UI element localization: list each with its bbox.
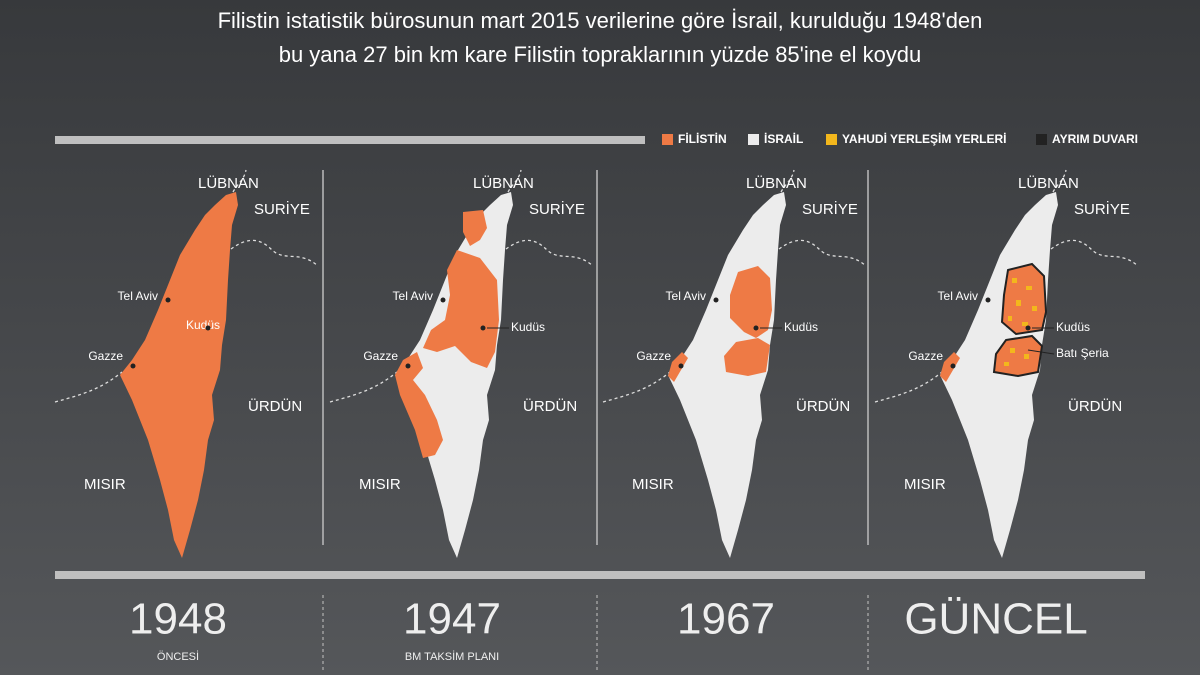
place-label: LÜBNAN: [473, 174, 534, 192]
city-dot: [405, 363, 411, 369]
map-panel: [602, 169, 867, 558]
city-dot: [985, 297, 991, 303]
place-label: SURİYE: [529, 200, 585, 218]
title-line: Filistin istatistik bürosunun mart 2015 …: [218, 8, 983, 33]
place-label: SURİYE: [1074, 200, 1130, 218]
separators: [322, 170, 869, 545]
period-title: 1948: [129, 595, 227, 644]
legend-label: AYRIM DUVARI: [1052, 132, 1138, 146]
place-label: MISIR: [84, 476, 126, 493]
place-label: Kudüs: [186, 318, 220, 332]
place-label: Kudüs: [784, 320, 818, 334]
period-title: 1967: [677, 595, 775, 644]
place-label: Batı Şeria: [1056, 346, 1109, 360]
place-label: Gazze: [908, 349, 943, 363]
place-label: LÜBNAN: [1018, 174, 1079, 192]
bottom-separators: [322, 595, 869, 670]
bottom-bar: [55, 571, 1145, 579]
title-line: bu yana 27 bin km kare Filistin toprakla…: [279, 42, 922, 67]
city-dot: [480, 325, 486, 331]
place-label: Gazze: [363, 349, 398, 363]
place-label: ÜRDÜN: [523, 397, 577, 415]
city-dot: [165, 297, 171, 303]
city-dot: [713, 297, 719, 303]
city-dot: [440, 297, 446, 303]
city-dot: [950, 363, 956, 369]
map-panel: [329, 169, 594, 558]
place-labels: LÜBNAN SURİYE Tel Aviv Kudüs Gazze ÜRDÜN MISIR…: [84, 174, 1130, 493]
place-label: MISIR: [904, 476, 946, 493]
period-subtitle: BM TAKSİM PLANI: [405, 650, 499, 663]
place-label: Tel Aviv: [118, 289, 158, 303]
legend-label: FİLİSTİN: [678, 131, 727, 146]
place-label: MISIR: [359, 476, 401, 493]
place-label: LÜBNAN: [746, 174, 807, 192]
place-label: LÜBNAN: [198, 174, 259, 192]
legend: FİLİSTİN İSRAİL YAHUDİ YERLEŞİM YERLERİ AYR…: [662, 131, 1138, 146]
city-dot: [205, 325, 211, 331]
legend-swatch: [826, 134, 837, 145]
place-label: SURİYE: [802, 200, 858, 218]
place-label: ÜRDÜN: [248, 397, 302, 415]
place-label: ÜRDÜN: [796, 397, 850, 415]
legend-label: YAHUDİ YERLEŞİM YERLERİ: [842, 131, 1006, 146]
period-title: 1947: [403, 595, 501, 644]
place-label: Gazze: [88, 349, 123, 363]
place-label: Gazze: [636, 349, 671, 363]
legend-swatch: [1036, 134, 1047, 145]
place-label: ÜRDÜN: [1068, 397, 1122, 415]
place-label: Kudüs: [1056, 320, 1090, 334]
city-dot: [753, 325, 759, 331]
period-subtitle: ÖNCESİ: [157, 650, 199, 663]
place-label: Tel Aviv: [393, 289, 433, 303]
city-dot: [678, 363, 684, 369]
city-dot: [1025, 325, 1031, 331]
city-dot: [130, 363, 136, 369]
place-label: MISIR: [632, 476, 674, 493]
legend-swatch: [662, 134, 673, 145]
map-panel: [874, 169, 1139, 558]
top-bar: [55, 136, 645, 144]
legend-label: İSRAİL: [764, 131, 803, 146]
period-title: GÜNCEL: [904, 595, 1087, 644]
leader: [1027, 349, 1055, 355]
place-label: SURİYE: [254, 200, 310, 218]
place-label: Tel Aviv: [666, 289, 706, 303]
place-label: Kudüs: [511, 320, 545, 334]
place-label: Tel Aviv: [938, 289, 978, 303]
legend-swatch: [748, 134, 759, 145]
captions: 1948 ÖNCESİ 1947 BM TAKSİM PLANI 1967 GÜNCEL: [129, 595, 1088, 663]
